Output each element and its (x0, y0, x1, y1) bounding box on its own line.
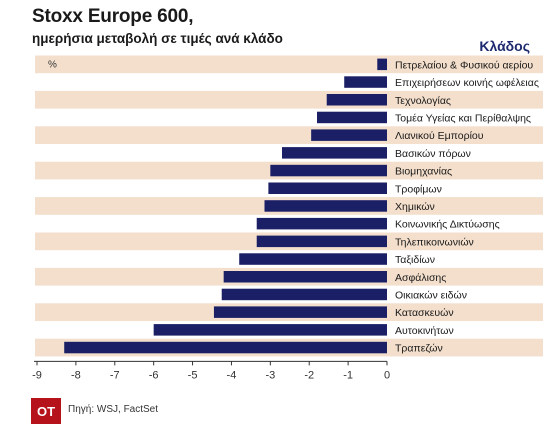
category-header: Κλάδος (479, 38, 530, 54)
bar (282, 147, 387, 159)
category-label: Οικιακών ειδών (395, 289, 467, 301)
category-label: Βιομηχανίας (395, 166, 452, 178)
category-label: Κατασκευών (395, 307, 454, 319)
category-label: Τεχνολογίας (395, 95, 451, 107)
category-label: Κοινωνικής Δικτύωσης (395, 219, 500, 231)
row-band (35, 55, 543, 74)
x-tick-label: -2 (304, 369, 314, 381)
bar (256, 235, 387, 248)
bar (213, 306, 387, 318)
category-label: Τομέα Υγείας και Περίθαλψης (395, 112, 531, 124)
bar (153, 324, 387, 336)
x-tick-label: -5 (188, 369, 198, 381)
row-band (35, 126, 543, 144)
bar (256, 217, 387, 230)
category-label: Τραπεζών (395, 343, 443, 355)
bar-chart: % Πετρελαίου & Φυσικού αερίου Επιχειρήσεων… (32, 55, 543, 381)
chart-subtitle: ημερήσια μεταβολή σε τιμές ανά κλάδο (32, 31, 283, 46)
category-label: Ταξιδίων (395, 254, 435, 266)
x-tick-label: 0 (384, 369, 390, 381)
bar (317, 111, 387, 124)
bar (239, 253, 387, 265)
publisher-logo: ΟΤ (31, 398, 61, 424)
bar (326, 94, 387, 106)
source-note: Πηγή: WSJ, FactSet (68, 404, 159, 415)
category-label: Επιχειρήσεων κοινής ωφέλειας (395, 77, 539, 89)
row-band (35, 90, 543, 109)
x-tick-label: -4 (227, 369, 237, 381)
x-tick-label: -7 (110, 369, 120, 381)
x-tick-label: -3 (265, 369, 275, 381)
x-tick-label: -8 (71, 369, 81, 381)
category-label: Ασφάλισης (395, 272, 446, 284)
category-label: Αυτοκινήτων (395, 325, 454, 337)
unit-label: % (48, 60, 57, 71)
bar (64, 341, 387, 354)
bar (270, 164, 387, 177)
category-label: Τηλεπικοινωνιών (395, 236, 474, 248)
bar (221, 288, 387, 301)
category-label: Τροφίμων (395, 183, 442, 195)
chart-title: Stoxx Europe 600, (32, 6, 194, 27)
x-tick-label: -6 (149, 369, 159, 381)
bar (344, 76, 387, 88)
category-label: Πετρελαίου & Φυσικού αερίου (395, 59, 533, 71)
bar (268, 182, 387, 194)
bar (377, 58, 387, 71)
bar (264, 200, 387, 212)
category-label: Χημικών (395, 201, 435, 213)
bar (311, 129, 387, 141)
category-label: Λιανικού Εμπορίου (395, 130, 484, 142)
x-tick-label: -9 (32, 369, 42, 381)
category-label: Βασικών πόρων (395, 148, 471, 160)
x-tick-label: -1 (343, 369, 353, 381)
bar (223, 271, 387, 283)
